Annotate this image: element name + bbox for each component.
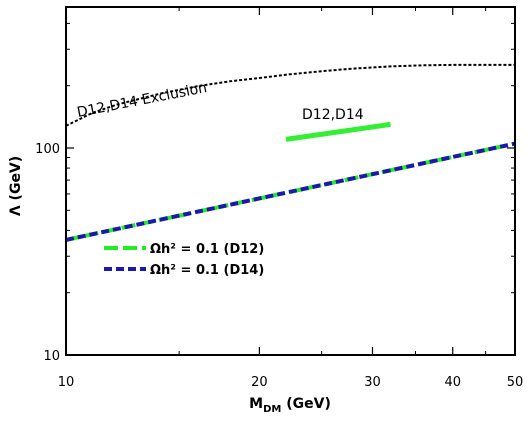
y-tick-label: 100 (35, 142, 60, 157)
x-axis-title-rest: (GeV) (281, 396, 331, 412)
series-d12-d14 (285, 121, 391, 142)
series-relic-d14 (65, 141, 516, 242)
x-axis-title-main: M (249, 396, 263, 412)
x-tick-label: 20 (251, 375, 268, 390)
y-axis-title: Λ (GeV) (8, 156, 24, 216)
x-tick-label: 50 (507, 375, 524, 390)
series-layer (65, 63, 516, 242)
x-axis-title-sub: DM (263, 404, 281, 415)
legend: Ωh² = 0.1 (D12) Ωh² = 0.1 (D14) (104, 242, 264, 278)
x-tick-label: 30 (364, 375, 381, 390)
region-label: D12,D14 (302, 107, 364, 123)
y-tick-label: 10 (43, 349, 60, 364)
x-tick-label: 10 (58, 375, 75, 390)
exclusion-label: D12,D14 Exclusion (76, 80, 209, 121)
legend-label-d14: Ωh² = 0.1 (D14) (150, 263, 264, 278)
x-axis-title: MDM (GeV) (249, 396, 331, 415)
plot-frame (65, 6, 516, 356)
legend-label-d12: Ωh² = 0.1 (D12) (150, 242, 264, 257)
tick-labels: 10 20 30 40 50 10 100 (35, 142, 523, 390)
x-tick-label: 40 (444, 375, 461, 390)
series-exclusion (65, 63, 515, 127)
axis-ticks (65, 7, 516, 356)
